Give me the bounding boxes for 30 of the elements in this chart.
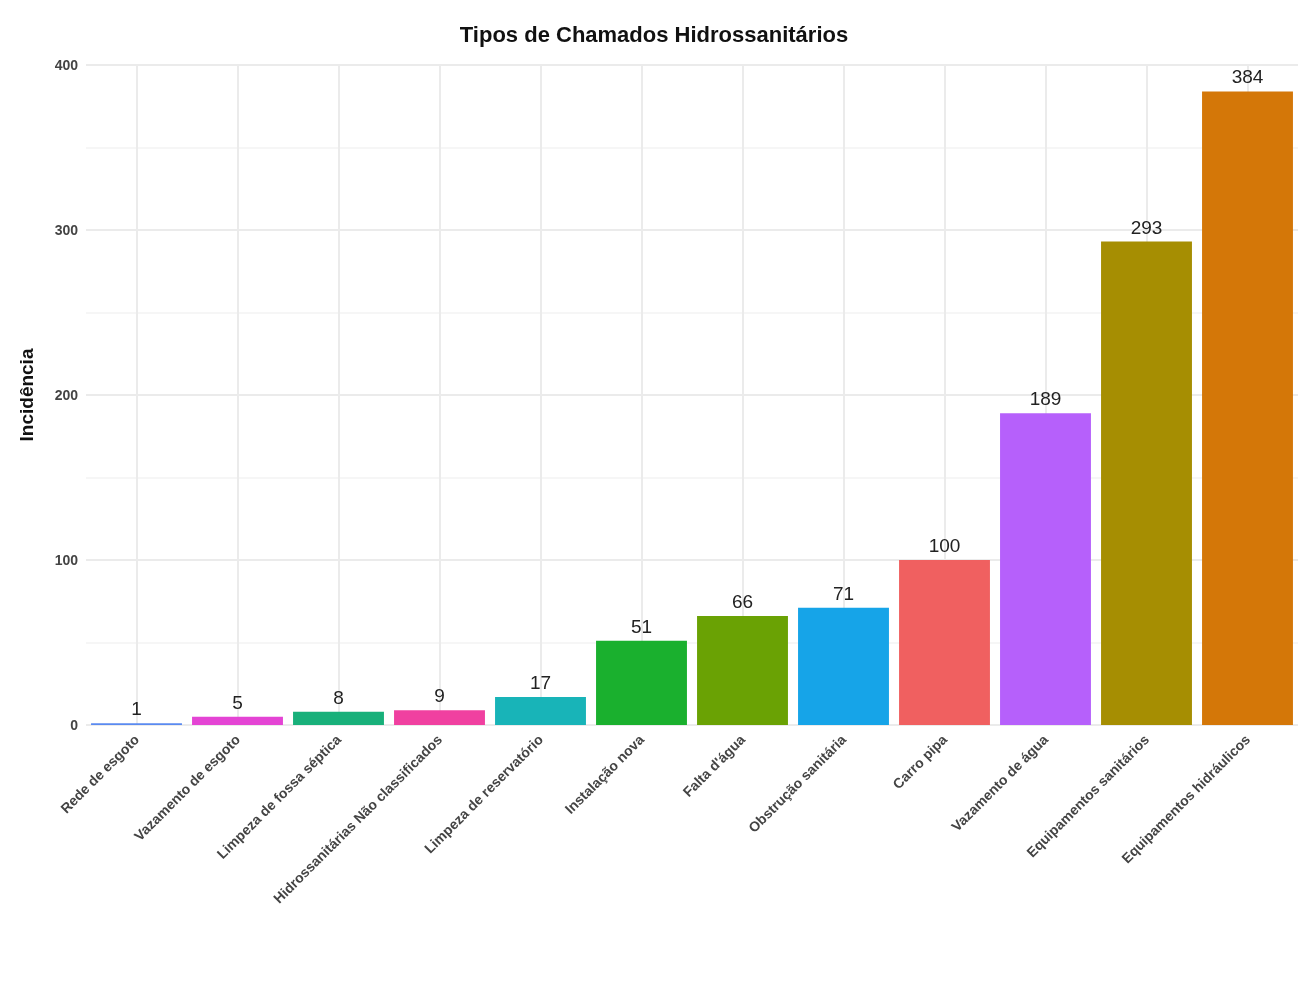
data-label: 5: [232, 691, 243, 713]
bar: [293, 711, 384, 725]
bar: [394, 710, 485, 725]
data-label: 51: [630, 615, 653, 637]
bar: [596, 640, 687, 725]
y-tick-label: 400: [54, 57, 79, 73]
y-tick-label: 100: [54, 552, 79, 568]
data-label: 71: [832, 582, 855, 604]
bar: [192, 716, 283, 725]
data-label: 9: [434, 685, 445, 707]
data-label: 66: [731, 591, 754, 613]
y-tick-label: 200: [54, 387, 79, 403]
data-label: 293: [1130, 216, 1163, 238]
bar: [1101, 241, 1192, 725]
data-label: 1: [131, 698, 142, 720]
data-label: 189: [1029, 388, 1062, 410]
y-axis-title: Incidência: [16, 348, 37, 442]
bar: [899, 560, 990, 725]
bar: [697, 616, 788, 725]
bar: [1202, 91, 1293, 725]
data-label: 384: [1231, 66, 1264, 88]
chart-title: Tipos de Chamados Hidrossanitários: [459, 21, 849, 47]
y-tick-label: 300: [54, 222, 79, 238]
bar: [495, 696, 586, 725]
data-label: 17: [529, 671, 552, 693]
bar: [798, 607, 889, 725]
y-tick-label: 0: [70, 717, 79, 733]
data-label: 100: [928, 535, 961, 556]
bar: [1000, 413, 1091, 725]
data-label: 8: [333, 686, 344, 708]
